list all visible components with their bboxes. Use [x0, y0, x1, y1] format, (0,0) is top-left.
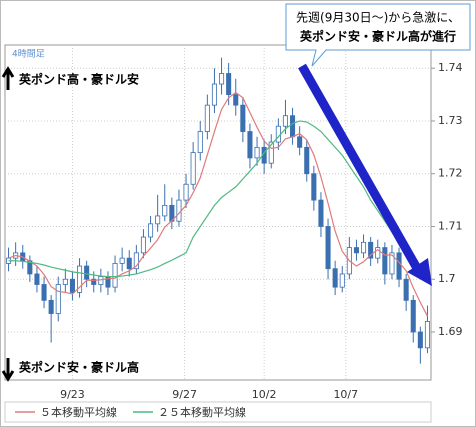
- candle-body: [77, 265, 83, 293]
- trend-arrow-head: [407, 258, 432, 286]
- legend: [4, 401, 432, 423]
- candle-body: [375, 247, 381, 259]
- candle-body: [148, 223, 154, 238]
- candle-body: [226, 73, 232, 95]
- candle-body: [361, 241, 367, 254]
- candle-body: [41, 284, 47, 301]
- callout-line: 英ポンド安・豪ドル高が進行: [300, 29, 456, 44]
- x-tick-label: 9/27: [172, 388, 197, 401]
- y-tick-label: 1.71: [438, 219, 463, 232]
- y-tick-label: 1.74: [438, 61, 463, 74]
- candle-body: [133, 252, 139, 270]
- candle-body: [119, 257, 125, 264]
- candle-body: [332, 268, 338, 288]
- up-arrow: [1, 66, 15, 90]
- candle-body: [69, 278, 75, 293]
- candle-body: [162, 204, 168, 217]
- candle-body: [84, 265, 90, 280]
- candle-body: [368, 241, 374, 259]
- candle-body: [190, 152, 196, 185]
- x-tick-label: 10/7: [333, 388, 358, 401]
- candle-body: [240, 104, 246, 132]
- candle-body: [112, 263, 118, 288]
- candle-body: [176, 199, 182, 222]
- candle-body: [183, 183, 189, 201]
- plot: 1.74 1.73 1.72 1.71 1.7 1.69 9/23 9/27 10/2 10/7: [5, 45, 463, 401]
- candle-body: [311, 173, 317, 201]
- candle-body: [353, 247, 359, 254]
- candle-body: [297, 136, 303, 148]
- y-tick-label: 1.7: [438, 272, 456, 285]
- candle-body: [155, 215, 161, 225]
- legend-label: ５本移動平均線: [40, 405, 117, 419]
- candle-body: [318, 199, 324, 227]
- candle-body: [275, 125, 281, 143]
- y-tick-label: 1.69: [438, 325, 463, 338]
- timeframe: 4時間足: [12, 49, 45, 60]
- candle-body: [140, 236, 146, 254]
- candle-body: [197, 131, 203, 154]
- legend-items: ５本移動平均線 ２５本移動平均線: [15, 405, 246, 419]
- plot-area: [4, 44, 432, 381]
- candle-body: [382, 247, 388, 275]
- candle-body: [325, 226, 331, 270]
- candle-body: [410, 299, 416, 333]
- candle-body: [339, 273, 345, 288]
- candle-body: [268, 141, 274, 164]
- candle-body: [48, 299, 54, 314]
- moving-average: [8, 91, 428, 317]
- trend-arrow: [298, 63, 422, 273]
- candle-body: [233, 94, 239, 106]
- candle-body: [389, 252, 395, 275]
- y-tick-label: 1.73: [438, 114, 463, 127]
- upper-label: 英ポンド高・豪ドル安: [19, 72, 139, 87]
- lower-label: 英ポンド安・豪ドル高: [19, 360, 139, 375]
- candle-body: [91, 278, 97, 285]
- candle-body: [219, 73, 225, 85]
- legend-label: ２５本移動平均線: [158, 405, 246, 419]
- x-tick-label: 10/2: [252, 388, 277, 401]
- candle-body: [247, 131, 253, 159]
- candle-body: [254, 146, 260, 159]
- candle-body: [403, 278, 409, 301]
- down-arrow: [1, 358, 15, 382]
- callout-line: 先週(9月30日～)から急激に、: [296, 10, 460, 25]
- candle-body: [417, 331, 423, 349]
- candle-body: [98, 276, 104, 285]
- candle-body: [424, 321, 430, 349]
- candle-body: [55, 284, 61, 314]
- candle-body: [282, 115, 288, 127]
- candle-body: [304, 146, 310, 175]
- moving-average: [8, 120, 428, 278]
- candle-body: [204, 104, 210, 132]
- x-tick-label: 9/23: [60, 388, 85, 401]
- candle-body: [34, 273, 40, 285]
- candle-body: [126, 257, 132, 270]
- candle-body: [396, 252, 402, 280]
- candle-body: [62, 278, 68, 285]
- callout-box: [285, 3, 471, 67]
- candle-body: [211, 83, 217, 106]
- candle-body: [290, 115, 296, 138]
- y-tick-label: 1.72: [438, 167, 463, 180]
